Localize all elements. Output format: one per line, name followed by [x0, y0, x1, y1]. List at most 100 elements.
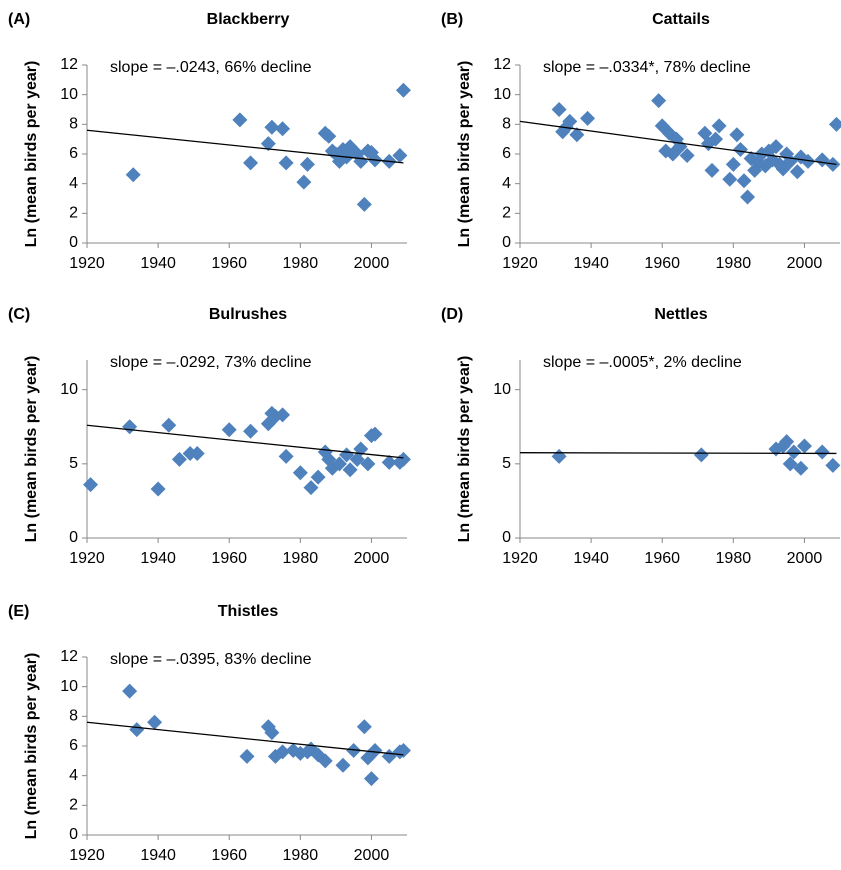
- data-point: [768, 139, 784, 155]
- data-point: [264, 725, 280, 741]
- y-tick-label: 2: [69, 205, 78, 222]
- annotation: slope = –.0005*, 2% decline: [543, 354, 742, 371]
- data-point: [303, 480, 319, 496]
- x-tick-label: 1980: [716, 255, 752, 272]
- data-point: [814, 152, 830, 168]
- x-tick-label: 2000: [354, 550, 390, 567]
- data-point: [732, 142, 748, 158]
- trend-line: [86, 424, 404, 459]
- chart-title: Nettles: [654, 306, 707, 323]
- x-tick-label: 1940: [140, 847, 176, 864]
- data-point: [331, 456, 347, 472]
- x-tick-label: 2000: [354, 255, 390, 272]
- data-point: [551, 448, 567, 464]
- y-tick-label: 0: [69, 826, 78, 843]
- data-point: [239, 748, 255, 764]
- data-point: [221, 422, 237, 438]
- data-point: [278, 448, 294, 464]
- data-point: [161, 417, 177, 433]
- y-tick-label: 12: [60, 56, 78, 73]
- data-point: [171, 451, 187, 467]
- data-point: [83, 477, 99, 493]
- x-tick-label: 1960: [211, 550, 247, 567]
- data-point: [381, 454, 397, 470]
- data-point: [729, 127, 745, 143]
- y-axis-title: Ln (mean birds per year): [23, 61, 40, 248]
- data-point: [243, 423, 259, 439]
- data-point: [395, 451, 411, 467]
- y-tick-label: 12: [60, 648, 78, 665]
- data-point: [125, 167, 141, 183]
- y-tick-label: 2: [69, 797, 78, 814]
- annotation: slope = –.0334*, 78% decline: [543, 59, 751, 76]
- data-point: [392, 147, 408, 163]
- data-point: [789, 164, 805, 180]
- data-point: [740, 189, 756, 205]
- data-point: [679, 147, 695, 163]
- data-point: [321, 128, 337, 144]
- y-tick-label: 10: [493, 86, 511, 103]
- data-point: [335, 757, 351, 773]
- y-tick-label: 0: [69, 234, 78, 251]
- x-tick-label: 1960: [211, 847, 247, 864]
- x-tick-label: 1940: [573, 255, 609, 272]
- data-point: [711, 118, 727, 134]
- data-point: [551, 102, 567, 117]
- x-tick-label: 1940: [140, 255, 176, 272]
- data-point: [296, 174, 312, 190]
- data-point: [189, 445, 205, 461]
- data-point: [278, 155, 294, 171]
- y-tick-label: 0: [502, 529, 511, 546]
- data-point: [310, 469, 326, 485]
- data-point: [722, 171, 738, 187]
- data-point: [708, 131, 724, 147]
- data-point: [342, 462, 358, 478]
- y-tick-label: 5: [502, 455, 511, 472]
- data-point: [150, 481, 166, 497]
- y-tick-label: 0: [69, 529, 78, 546]
- x-tick-label: 1980: [283, 255, 319, 272]
- y-axis-title: Ln (mean birds per year): [456, 61, 473, 248]
- y-tick-label: 10: [60, 381, 78, 398]
- y-tick-label: 4: [69, 175, 78, 192]
- y-tick-label: 4: [502, 175, 511, 192]
- data-point: [825, 457, 841, 473]
- panel-label: (E): [8, 603, 29, 620]
- chart-title: Bulrushes: [209, 306, 287, 323]
- x-tick-label: 1940: [140, 550, 176, 567]
- data-point: [122, 419, 138, 435]
- data-point: [122, 683, 138, 699]
- data-point: [793, 460, 809, 476]
- data-point: [736, 173, 752, 189]
- x-tick-label: 1920: [502, 255, 538, 272]
- y-axis-title: Ln (mean birds per year): [23, 653, 40, 840]
- y-tick-label: 2: [502, 205, 511, 222]
- y-tick-label: 4: [69, 767, 78, 784]
- y-tick-label: 5: [69, 455, 78, 472]
- chart-title: Thistles: [218, 603, 279, 620]
- data-point: [580, 110, 596, 126]
- y-tick-label: 0: [502, 234, 511, 251]
- y-tick-label: 12: [493, 56, 511, 73]
- data-point: [317, 753, 333, 769]
- data-point: [704, 162, 720, 178]
- chart-title: Blackberry: [207, 11, 290, 28]
- chart-title: Cattails: [652, 11, 710, 28]
- x-tick-label: 1980: [283, 847, 319, 864]
- data-point: [367, 426, 383, 442]
- x-tick-label: 1920: [69, 550, 105, 567]
- data-point: [243, 155, 259, 171]
- data-point: [346, 742, 362, 758]
- x-tick-label: 1960: [644, 550, 680, 567]
- data-point: [693, 447, 709, 463]
- data-point: [786, 444, 802, 460]
- data-point: [779, 434, 795, 450]
- data-point: [299, 156, 315, 172]
- data-point: [651, 93, 667, 109]
- y-tick-label: 10: [60, 86, 78, 103]
- y-tick-label: 6: [69, 145, 78, 162]
- data-point: [356, 719, 372, 735]
- data-point: [275, 121, 291, 137]
- y-tick-label: 10: [60, 678, 78, 695]
- x-tick-label: 1960: [644, 255, 680, 272]
